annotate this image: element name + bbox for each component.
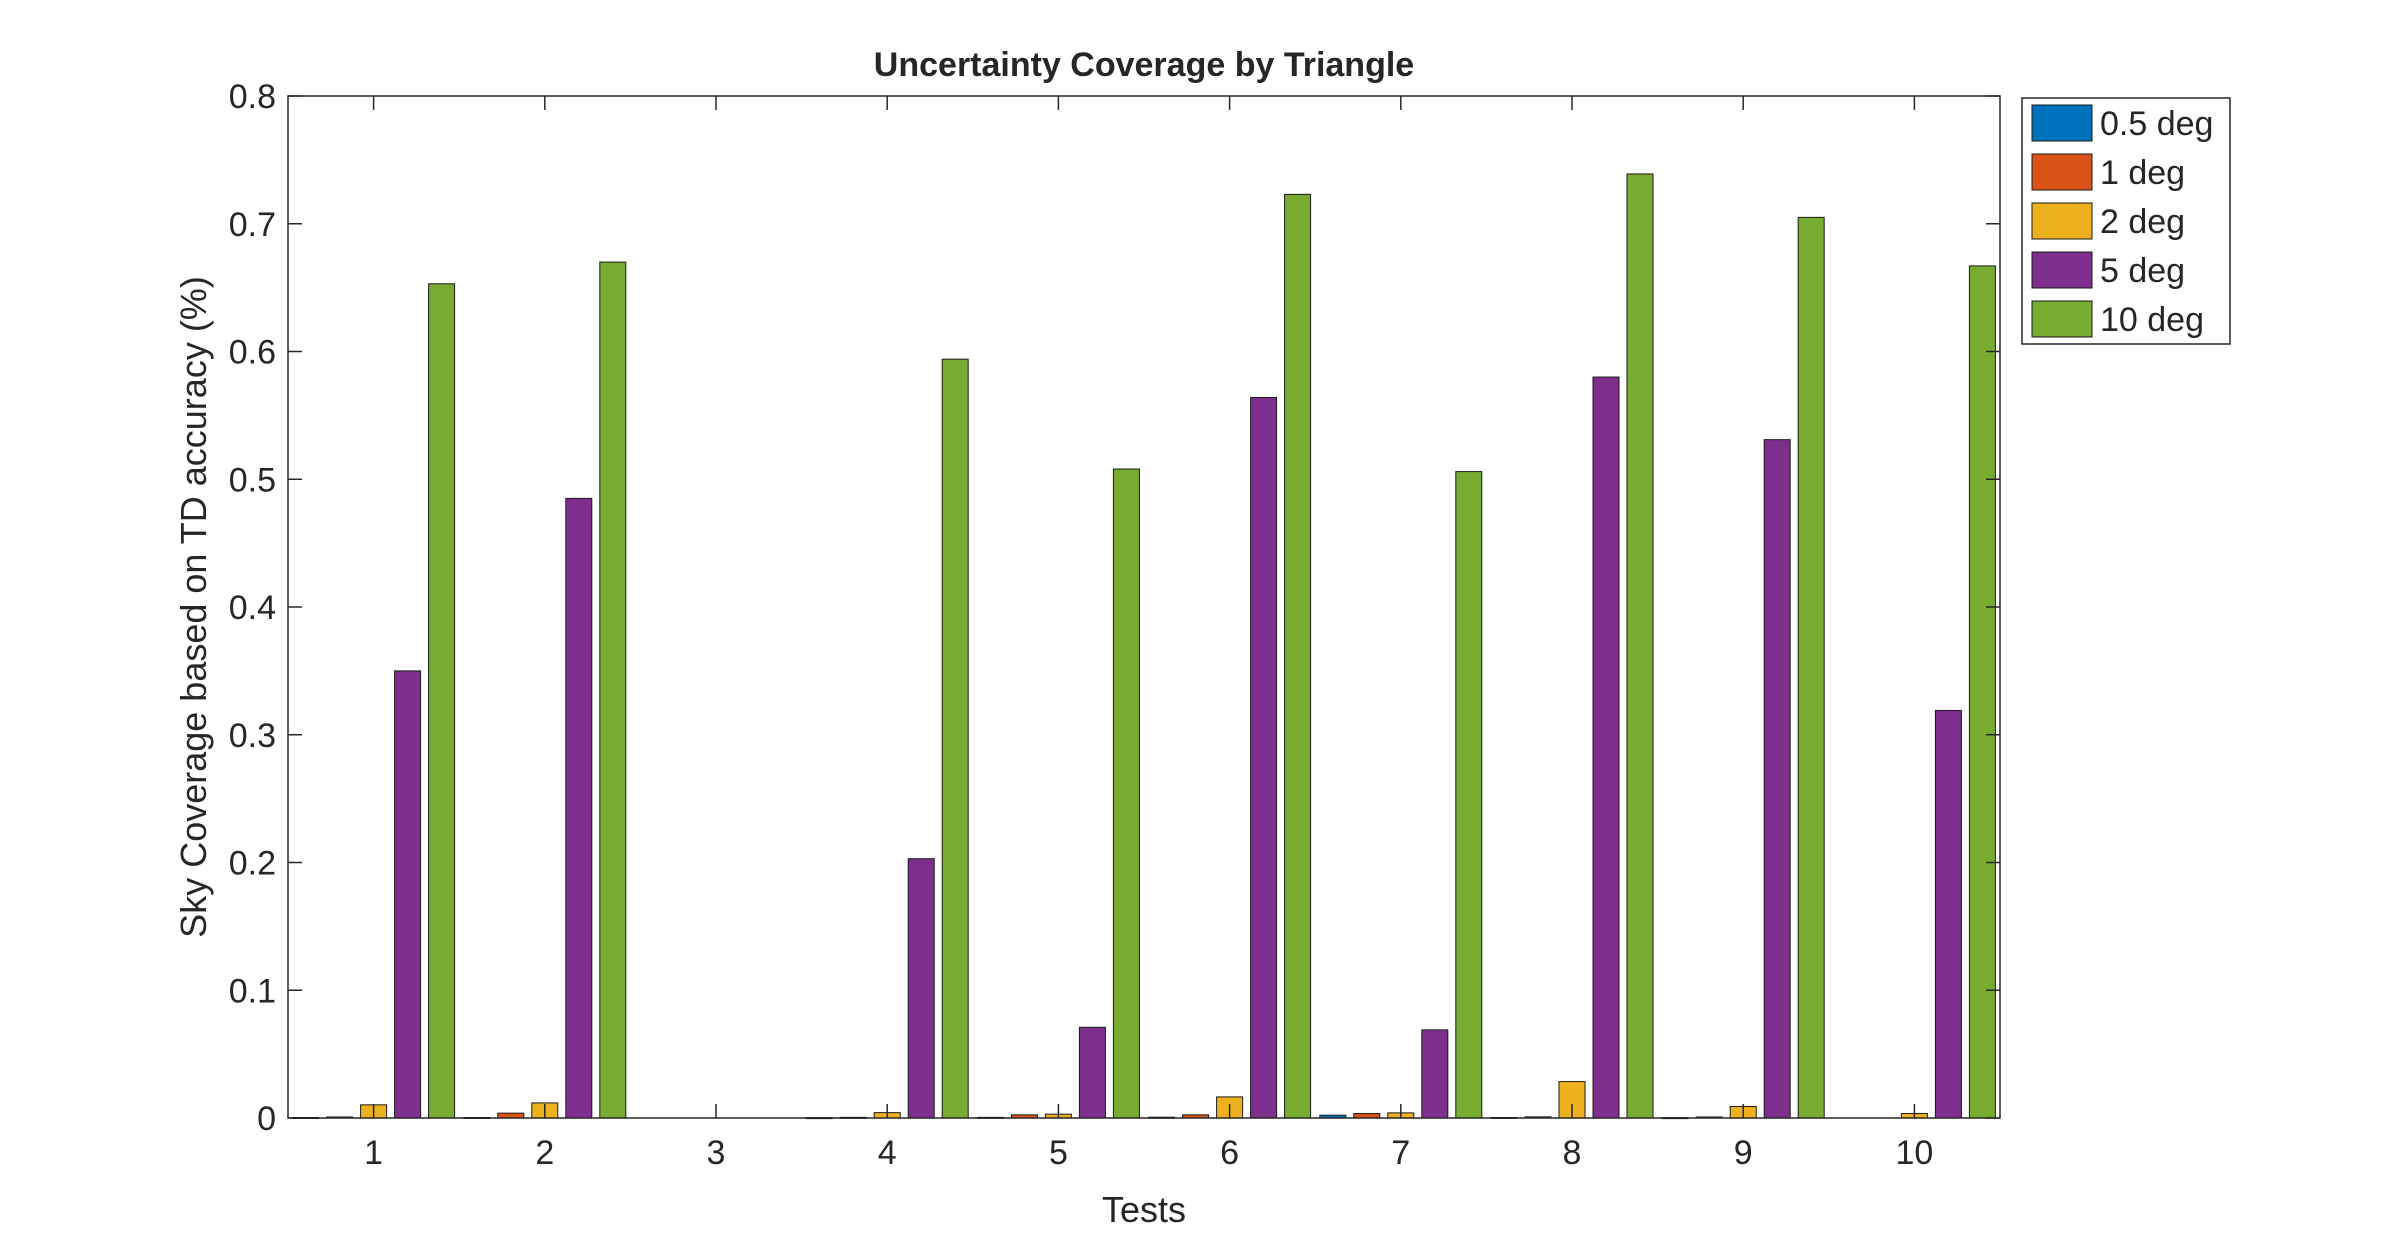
x-axis-label: Tests bbox=[1102, 1189, 1186, 1230]
x-tick-label-5: 5 bbox=[1049, 1134, 1068, 1172]
bar-series-4-test-5 bbox=[1078, 1026, 1106, 1119]
y-tick-label-7: 0.7 bbox=[229, 206, 276, 244]
legend-item-5: 10 deg bbox=[2031, 300, 2204, 339]
bar-series-4-test-10 bbox=[1934, 709, 1962, 1119]
bar-series-5-test-5 bbox=[1112, 468, 1140, 1119]
bar-series-4-test-6 bbox=[1250, 396, 1278, 1119]
x-tick-label-2: 2 bbox=[535, 1134, 554, 1172]
legend-swatch-3 bbox=[2031, 202, 2093, 240]
y-tick-label-5: 0.5 bbox=[229, 461, 276, 499]
bar-series-5-test-6 bbox=[1284, 193, 1312, 1119]
legend-items: 0.5 deg 1 deg 2 deg 5 deg 10 deg bbox=[2031, 104, 2213, 339]
legend-item-1: 0.5 deg bbox=[2031, 104, 2213, 143]
y-tick-label-6: 0.6 bbox=[229, 334, 276, 372]
x-tick-label-6: 6 bbox=[1220, 1134, 1239, 1172]
legend-label-2: 1 deg bbox=[2100, 154, 2185, 192]
legend-swatch-1 bbox=[2031, 104, 2093, 142]
bar-series-5-test-1 bbox=[428, 283, 456, 1119]
legend: 0.5 deg 1 deg 2 deg 5 deg 10 deg bbox=[2021, 97, 2231, 345]
legend-item-2: 1 deg bbox=[2031, 153, 2185, 192]
x-tick-label-3: 3 bbox=[707, 1134, 726, 1172]
bar-series-5-test-4 bbox=[941, 358, 969, 1119]
bar-series-4-test-8 bbox=[1592, 376, 1620, 1119]
bar-series-4-test-7 bbox=[1421, 1029, 1449, 1119]
legend-item-3: 2 deg bbox=[2031, 202, 2185, 241]
x-tick-label-4: 4 bbox=[878, 1134, 897, 1172]
x-tick-label-8: 8 bbox=[1563, 1134, 1582, 1172]
bars-layer bbox=[292, 173, 1996, 1120]
legend-swatch-4 bbox=[2031, 251, 2093, 289]
legend-label-4: 5 deg bbox=[2100, 252, 2185, 290]
legend-label-3: 2 deg bbox=[2100, 203, 2185, 241]
legend-item-4: 5 deg bbox=[2031, 251, 2185, 290]
x-tick-label-1: 1 bbox=[364, 1134, 383, 1172]
y-tick-label-4: 0.4 bbox=[229, 589, 276, 627]
y-tick-label-0: 0 bbox=[257, 1100, 276, 1138]
chart-title: Uncertainty Coverage by Triangle bbox=[874, 46, 1414, 84]
legend-swatch-2 bbox=[2031, 153, 2093, 191]
x-tick-label-9: 9 bbox=[1734, 1134, 1753, 1172]
plot-area-frame bbox=[287, 95, 2001, 1119]
bar-series-4-test-1 bbox=[394, 670, 422, 1119]
bar-series-4-test-4 bbox=[907, 858, 935, 1119]
y-tick-label-8: 0.8 bbox=[229, 78, 276, 116]
bar-series-5-test-2 bbox=[599, 261, 627, 1119]
bar-series-5-test-7 bbox=[1455, 471, 1483, 1119]
legend-label-1: 0.5 deg bbox=[2100, 105, 2213, 143]
legend-label-5: 10 deg bbox=[2100, 301, 2204, 339]
y-tick-label-3: 0.3 bbox=[229, 717, 276, 755]
bar-series-5-test-9 bbox=[1797, 216, 1825, 1119]
y-axis-label: Sky Coverage based on TD accuracy (%) bbox=[173, 276, 214, 938]
x-tick-label-10: 10 bbox=[1895, 1134, 1933, 1172]
axes-layer: 0 0.1 0.2 0.3 0.4 0.5 0.6 0.7 0.8 1 2 3 4 5 6 7 8 9 10 bbox=[229, 78, 2000, 1172]
legend-swatch-5 bbox=[2031, 300, 2093, 338]
bar-series-5-test-10 bbox=[1968, 265, 1996, 1119]
y-tick-label-2: 0.2 bbox=[229, 845, 276, 883]
bar-series-5-test-8 bbox=[1626, 173, 1654, 1119]
x-tick-label-7: 7 bbox=[1391, 1134, 1410, 1172]
bar-series-4-test-9 bbox=[1763, 439, 1791, 1119]
bar-series-4-test-2 bbox=[565, 497, 593, 1119]
y-tick-label-1: 0.1 bbox=[229, 972, 276, 1010]
